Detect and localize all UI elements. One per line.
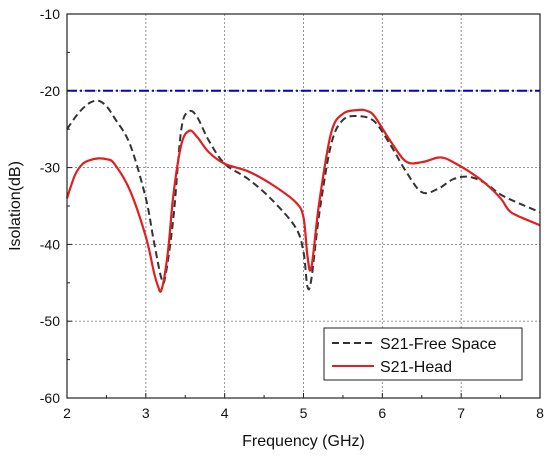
y-tick-label-4: -50 [40,313,60,329]
ticks [66,13,541,399]
y-tick-label-0: -10 [40,6,60,22]
x-tick-label-3: 5 [300,405,308,421]
legend-label-head: S21-Head [380,359,452,376]
y-tick-label-2: -30 [40,160,60,176]
x-tick-label-4: 6 [378,405,386,421]
x-tick-label-2: 4 [221,405,229,421]
x-tick-label-5: 7 [457,405,465,421]
y-tick-label-3: -40 [40,236,60,252]
legend-box [323,327,523,381]
x-tick-label-0: 2 [63,405,71,421]
series-line-head [65,108,541,293]
y-tick-label-5: -60 [40,390,60,406]
tick-labels: 2 3 4 5 6 7 8 -10 -20 -30 -40 -50 -60 [40,6,544,421]
x-tick-label-1: 3 [142,405,150,421]
legend: S21-Free Space S21-Head [323,327,523,381]
x-axis-title: Frequency (GHz) [242,433,365,450]
series-group [65,99,541,293]
series-line-free-space [66,99,541,291]
y-tick-label-1: -20 [40,83,60,99]
x-tick-label-6: 8 [536,405,544,421]
y-axis-title: Isolation(dB) [7,161,24,251]
legend-label-free-space: S21-Free Space [380,336,497,353]
